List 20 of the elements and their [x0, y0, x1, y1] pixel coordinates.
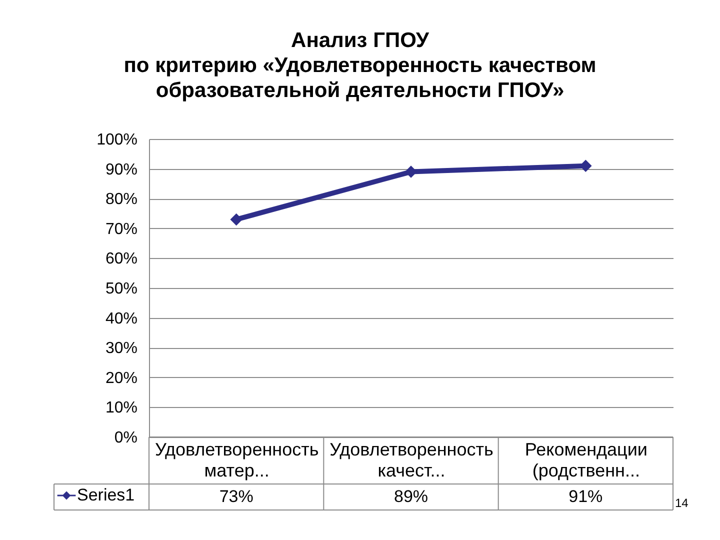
data-label: 91%	[568, 487, 603, 506]
y-tick-label: 90%	[105, 161, 138, 178]
y-tick-label: 10%	[105, 400, 138, 417]
y-tick-label: 70%	[105, 220, 138, 238]
y-tick-label: 0%	[114, 430, 138, 446]
y-tick-label: 80%	[105, 191, 138, 208]
data-label: 89%	[394, 487, 428, 506]
chart-title: Анализ ГПОУ по критерию «Удовлетворенность качеством образовательной деятельности ГПОУ»	[124, 29, 596, 102]
text: 14	[675, 496, 689, 510]
legend-label: Series1	[77, 486, 135, 504]
x-tick-label: Рекомендации (родственн...	[524, 440, 648, 480]
y-tick-label: 100%	[96, 132, 138, 148]
x-tick-label: Удовлетворенность качест...	[330, 440, 494, 480]
data-label: 73%	[219, 487, 254, 506]
y-tick-label: 60%	[105, 250, 138, 268]
x-tick-label: Удовлетворенность матер...	[154, 440, 319, 480]
y-tick-label: 50%	[105, 280, 138, 298]
y-tick-label: 30%	[105, 340, 138, 358]
y-tick-label: 20%	[105, 370, 138, 387]
y-tick-label: 40%	[105, 310, 138, 328]
